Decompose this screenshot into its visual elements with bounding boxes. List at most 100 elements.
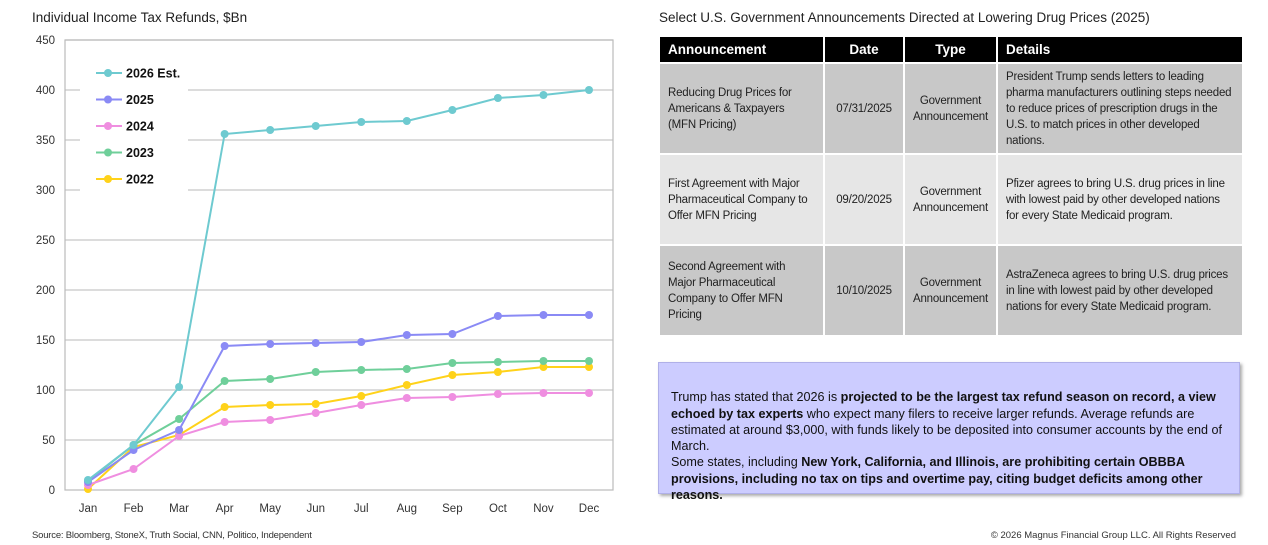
header-date: Date (825, 37, 903, 62)
x-tick-label: Sep (442, 503, 462, 515)
x-tick-label: Jan (79, 503, 98, 515)
data-point (357, 366, 366, 374)
cell-details: President Trump sends letters to leading… (997, 64, 1242, 153)
source-note: Source: Bloomberg, StoneX, Truth Social,… (32, 530, 312, 541)
y-tick-label: 450 (36, 35, 55, 47)
legend-label: 2024 (126, 120, 154, 134)
y-tick-label: 0 (49, 485, 55, 497)
x-tick-label: Oct (489, 503, 508, 515)
x-tick-label: Nov (533, 503, 554, 515)
data-point (402, 331, 411, 339)
data-point (311, 409, 320, 417)
data-point (220, 130, 229, 138)
data-point (266, 416, 275, 424)
x-tick-label: May (259, 503, 281, 515)
legend-marker (104, 69, 112, 77)
data-point (175, 415, 184, 423)
table-row: Second Agreement with Major Pharmaceutic… (660, 246, 1242, 335)
legend-marker (104, 122, 112, 130)
cell-date: 10/10/2025 (825, 246, 903, 335)
x-tick-label: Mar (169, 503, 189, 515)
data-point (539, 357, 548, 365)
table-row: First Agreement with Major Pharmaceutica… (660, 155, 1242, 244)
data-point (493, 94, 502, 102)
header-type: Type (905, 37, 996, 62)
data-point (311, 368, 320, 376)
data-point (266, 126, 275, 134)
data-point (493, 390, 502, 398)
y-tick-label: 400 (36, 85, 55, 97)
series-line (87, 366, 589, 490)
header-announcement: Announcement (660, 37, 823, 62)
series-line (87, 392, 589, 486)
data-point (311, 400, 320, 408)
data-point (448, 330, 457, 338)
callout-box: Trump has stated that 2026 is projected … (658, 362, 1240, 502)
data-point (539, 389, 548, 397)
cell-announcement: Reducing Drug Prices for Americans & Tax… (660, 64, 823, 153)
data-point (539, 363, 548, 371)
data-point (402, 394, 411, 402)
data-point (357, 401, 366, 409)
cell-details: AstraZeneca agrees to bring U.S. drug pr… (997, 246, 1242, 335)
cell-type: Government Announcement (905, 155, 996, 244)
announcements-table: Announcement Date Type Details Reducing … (658, 35, 1244, 337)
data-point (448, 393, 457, 401)
data-point (493, 358, 502, 366)
table-row: Reducing Drug Prices for Americans & Tax… (660, 64, 1242, 153)
data-point (357, 118, 366, 126)
cell-date: 07/31/2025 (825, 64, 903, 153)
cell-type: Government Announcement (905, 64, 996, 153)
data-point (129, 441, 138, 449)
data-point (220, 418, 229, 426)
data-point (402, 365, 411, 373)
data-point (585, 357, 593, 365)
data-point (220, 342, 229, 350)
cell-announcement: Second Agreement with Major Pharmaceutic… (660, 246, 823, 335)
data-point (585, 389, 593, 397)
data-point (585, 363, 593, 371)
data-point (357, 392, 366, 400)
y-tick-label: 250 (36, 235, 55, 247)
data-point (585, 86, 593, 94)
data-point (402, 117, 411, 125)
data-point (493, 368, 502, 376)
data-point (220, 377, 229, 385)
legend-marker (104, 95, 112, 104)
data-point (129, 465, 138, 473)
data-point (357, 338, 366, 346)
x-tick-label: Feb (124, 503, 144, 515)
series-line (87, 89, 590, 481)
data-point (448, 359, 457, 367)
cell-announcement: First Agreement with Major Pharmaceutica… (660, 155, 823, 244)
y-tick-label: 150 (36, 335, 55, 347)
data-point (266, 375, 275, 383)
callout-text: who expect many filers to receive larger… (671, 406, 1222, 454)
data-point (585, 311, 593, 319)
data-point (311, 339, 320, 347)
callout-text: Some states, including (671, 455, 798, 470)
data-point (402, 381, 411, 389)
plot-border (64, 39, 614, 491)
series-line (87, 314, 589, 483)
chart-title: Individual Income Tax Refunds, $Bn (32, 10, 248, 25)
cell-type: Government Announcement (905, 246, 996, 335)
y-tick-label: 100 (36, 385, 55, 397)
line-chart: 0 50 100 150 200 250 300 350 400 450 Jan Feb Mar Apr M… (36, 35, 614, 515)
legend-label: 2022 (126, 173, 154, 187)
cell-date: 09/20/2025 (825, 155, 903, 244)
x-tick-label: Jul (354, 503, 369, 515)
data-point (448, 106, 457, 114)
data-point (311, 122, 320, 130)
y-tick-label: 50 (42, 435, 55, 447)
data-point (220, 403, 229, 411)
callout-text-bold: New York, California, and Illinois, are … (671, 455, 1203, 503)
legend-marker (104, 148, 112, 157)
header-details: Details (997, 37, 1242, 62)
data-point (493, 312, 502, 320)
callout-text: Trump has stated that 2026 is (671, 390, 841, 405)
callout-text-bold: projected to be the largest tax refund s… (671, 390, 1216, 421)
x-tick-label: Aug (397, 503, 417, 515)
legend-label: 2025 (126, 93, 154, 107)
data-point (539, 311, 548, 319)
